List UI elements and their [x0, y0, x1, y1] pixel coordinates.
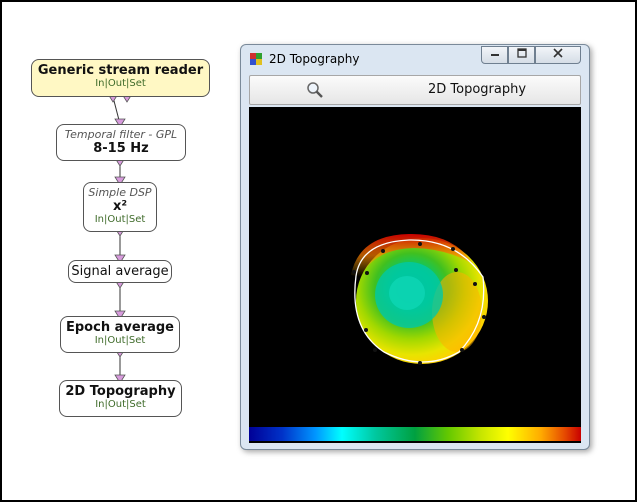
set-link[interactable]: Set	[128, 214, 146, 225]
box-2d-topography[interactable]: 2D Topography In|Out|Set	[59, 380, 182, 417]
out-link[interactable]: Out	[107, 214, 126, 225]
io-separator: |	[103, 214, 108, 225]
in-link[interactable]: In	[95, 78, 105, 89]
scalp-map	[351, 233, 488, 364]
box-generic-stream-reader[interactable]: Generic stream reader In|Out|Set	[31, 59, 210, 97]
box-temporal-filter[interactable]: Temporal filter - GPL 8-15 Hz	[56, 124, 186, 161]
set-link[interactable]: Set	[129, 399, 146, 410]
box-epoch-average[interactable]: Epoch average In|Out|Set	[60, 316, 180, 353]
box-signal-average[interactable]: Signal average	[68, 260, 172, 283]
io-separator: |	[104, 78, 108, 89]
input-connector[interactable]	[114, 118, 126, 128]
in-link[interactable]: In	[95, 399, 105, 410]
box-simple-dsp[interactable]: Simple DSP x² In|Out|Set	[83, 182, 157, 232]
box-title: Generic stream reader	[37, 63, 204, 78]
window-titlebar[interactable]: 2D Topography	[241, 45, 589, 73]
box-io-links: In|Out|Set	[60, 399, 181, 411]
close-icon	[553, 48, 563, 58]
box-title: Epoch average	[66, 320, 174, 335]
window-title: 2D Topography	[269, 52, 360, 66]
io-separator: |	[125, 335, 129, 346]
box-io-links: In|Out|Set	[61, 335, 179, 347]
out-link[interactable]: Out	[107, 335, 126, 346]
topography-window: 2D Topography 2D Topography	[240, 44, 590, 450]
io-separator: |	[125, 214, 129, 225]
topography-map	[249, 233, 581, 441]
box-title: Signal average	[71, 264, 169, 279]
io-separator: |	[126, 399, 130, 410]
box-title: 8-15 Hz	[93, 141, 149, 156]
topography-plot[interactable]	[249, 107, 581, 443]
colormap-bar	[249, 427, 581, 441]
input-connector[interactable]	[114, 254, 126, 264]
box-title: x²	[112, 199, 128, 214]
out-link[interactable]: Out	[107, 399, 126, 410]
box-io-links: In|Out|Set	[32, 78, 209, 90]
electrode-markers	[352, 242, 486, 365]
in-link[interactable]: In	[94, 214, 104, 225]
input-connector[interactable]	[114, 176, 126, 186]
minimize-icon	[490, 54, 499, 56]
out-link[interactable]: Out	[107, 78, 126, 89]
in-link[interactable]: In	[94, 335, 104, 346]
box-io-links: In|Out|Set	[84, 214, 156, 226]
io-separator: |	[103, 335, 108, 346]
box-title: 2D Topography	[65, 384, 176, 399]
input-connector[interactable]	[114, 310, 126, 320]
io-separator: |	[126, 78, 130, 89]
close-button[interactable]	[535, 46, 581, 64]
set-link[interactable]: Set	[128, 335, 146, 346]
app-icon	[250, 53, 262, 65]
maximize-button[interactable]	[508, 46, 535, 64]
magnifier-icon[interactable]	[306, 81, 324, 99]
minimize-button[interactable]	[481, 46, 508, 64]
io-separator: |	[104, 399, 108, 410]
input-connector[interactable]	[114, 374, 126, 384]
box-subtitle: Simple DSP	[88, 186, 152, 199]
toolbar-title: 2D Topography	[428, 82, 527, 97]
set-link[interactable]: Set	[129, 78, 146, 89]
maximize-icon	[516, 48, 527, 58]
box-subtitle: Temporal filter - GPL	[64, 128, 178, 141]
visualization-toolbar: 2D Topography	[249, 75, 581, 105]
